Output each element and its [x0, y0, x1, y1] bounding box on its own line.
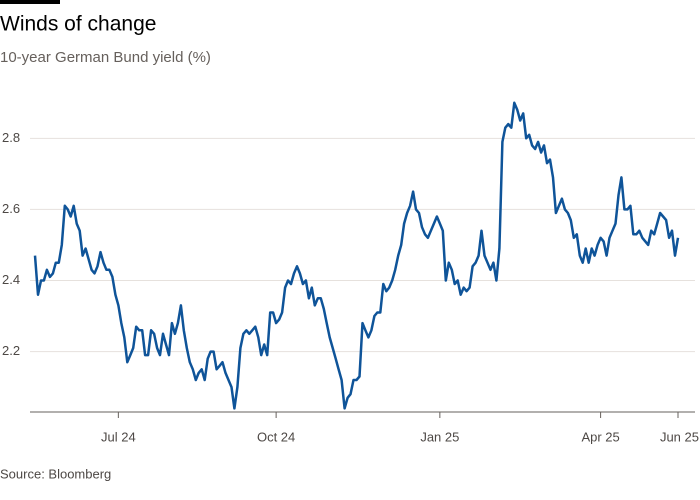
y-tick-label: 2.4 [2, 272, 20, 287]
x-tick-label: Oct 24 [257, 429, 295, 444]
x-tick-label: Jul 24 [101, 429, 136, 444]
y-tick-label: 2.8 [2, 130, 20, 145]
source: Source: Bloomberg [0, 466, 111, 481]
line-series [33, 101, 680, 410]
y-tick-label: 2.6 [2, 201, 20, 216]
brand-bar [0, 0, 60, 4]
chart-title: Winds of change [0, 13, 156, 36]
x-tick-label: Jun 25 [660, 429, 699, 444]
y-tick-label: 2.2 [2, 343, 20, 358]
x-tick-label: Jan 25 [420, 429, 459, 444]
x-tick-label: Apr 25 [581, 429, 619, 444]
chart-subtitle: 10-year German Bund yield (%) [0, 49, 211, 66]
